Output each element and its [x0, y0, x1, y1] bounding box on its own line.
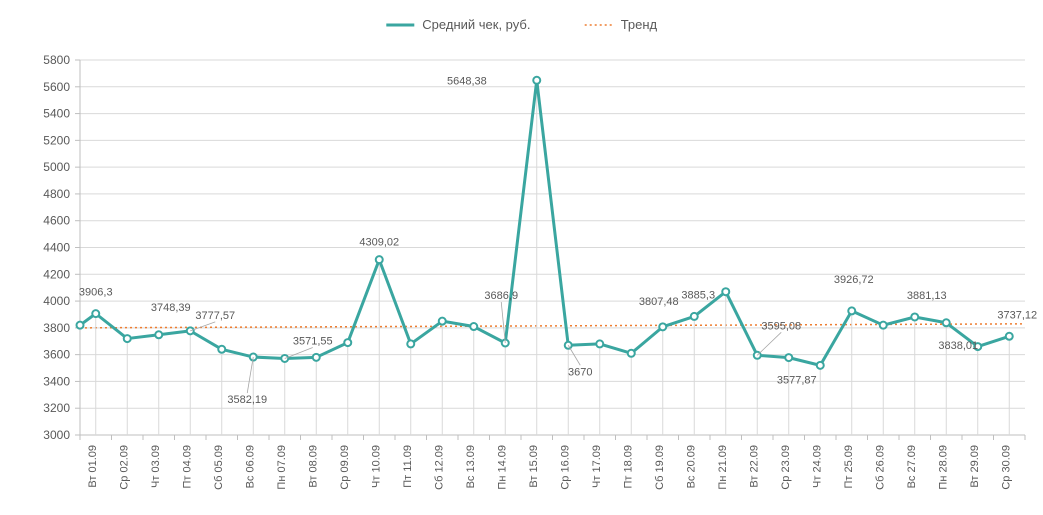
x-tick-label: Ср 23.09 [780, 445, 792, 490]
data-label: 3777,57 [195, 310, 235, 322]
y-tick-label: 5000 [43, 160, 70, 174]
x-tick-label: Сб 12.09 [433, 445, 445, 490]
data-label: 3582,19 [227, 394, 267, 406]
data-label: 3885,3 [681, 289, 715, 301]
y-tick-label: 4200 [43, 267, 70, 281]
x-tick-label: Пт 18.09 [622, 445, 634, 489]
x-tick-label: Пт 25.09 [843, 445, 855, 489]
x-tick-label: Чт 24.09 [811, 445, 823, 488]
data-marker [596, 340, 603, 347]
x-tick-label: Вт 15.09 [528, 445, 540, 488]
x-tick-label: Пт 11.09 [402, 445, 414, 488]
y-tick-label: 5400 [43, 107, 70, 121]
y-tick-label: 3000 [43, 428, 70, 442]
data-label: 3686,9 [484, 290, 518, 302]
data-marker [880, 322, 887, 329]
x-tick-label: Пт 04.09 [181, 445, 193, 489]
average-check-chart: 3000 3200 3400 3600 3800 4000 4200 4400 4600 4800… [0, 0, 1043, 515]
x-tick-label: Сб 26.09 [874, 445, 886, 490]
x-tick-label: Пн 21.09 [717, 445, 729, 490]
x-tick-label: Ср 02.09 [118, 445, 130, 490]
data-marker [691, 313, 698, 320]
y-tick-label: 4000 [43, 294, 70, 308]
x-tick-label: Ср 30.09 [1000, 445, 1012, 490]
data-marker [77, 322, 84, 329]
x-tick-label: Вт 01.09 [87, 445, 99, 488]
x-tick-label: Чт 17.09 [591, 445, 603, 488]
data-marker [218, 346, 225, 353]
data-marker [155, 331, 162, 338]
data-label: 3906,3 [79, 287, 113, 299]
x-tick-label: Чт 03.09 [150, 445, 162, 488]
data-marker [470, 323, 477, 330]
x-tick-label: Вс 20.09 [685, 445, 697, 488]
data-label: 3595,08 [761, 320, 801, 332]
y-tick-label: 4400 [43, 241, 70, 255]
data-marker [817, 362, 824, 369]
x-tick-label: Пн 28.09 [937, 445, 949, 490]
chart-svg: 3000 3200 3400 3600 3800 4000 4200 4400 4600 4800… [0, 0, 1043, 515]
x-tick-label: Вс 13.09 [465, 445, 477, 488]
data-label: 5648,38 [447, 75, 487, 87]
data-label: 3577,87 [777, 375, 817, 387]
x-tick-label: Сб 05.09 [213, 445, 225, 490]
y-tick-label: 3600 [43, 348, 70, 362]
x-tick-label: Вт 29.09 [969, 445, 981, 488]
x-tick-label: Вс 06.09 [244, 445, 256, 488]
legend-label: Средний чек, руб. [422, 17, 530, 32]
x-tick-label: Пн 07.09 [276, 445, 288, 490]
y-tick-label: 5600 [43, 80, 70, 94]
data-marker [344, 339, 351, 346]
data-label: 3881,13 [907, 290, 947, 302]
y-tick-label: 5200 [43, 133, 70, 147]
data-marker [1006, 333, 1013, 340]
data-marker [943, 319, 950, 326]
y-tick-label: 5800 [43, 53, 70, 67]
y-tick-label: 4800 [43, 187, 70, 201]
data-marker [124, 335, 131, 342]
data-marker [376, 256, 383, 263]
x-tick-label: Вт 08.09 [307, 445, 319, 488]
y-tick-label: 3200 [43, 401, 70, 415]
data-marker [92, 310, 99, 317]
data-marker [628, 350, 635, 357]
data-label: 3737,12 [997, 309, 1037, 321]
x-tick-label: Пн 14.09 [496, 445, 508, 490]
data-label: 3926,72 [834, 274, 874, 286]
data-marker [407, 340, 414, 347]
y-tick-label: 4600 [43, 214, 70, 228]
data-label: 3807,48 [639, 296, 679, 308]
legend-label: Тренд [621, 17, 658, 32]
x-tick-label: Ср 09.09 [339, 445, 351, 490]
data-marker [848, 307, 855, 314]
data-marker [439, 318, 446, 325]
data-marker [911, 313, 918, 320]
x-tick-label: Ср 16.09 [559, 445, 571, 490]
y-tick-label: 3800 [43, 321, 70, 335]
data-label: 4309,02 [359, 237, 399, 249]
data-label: 3838,01 [938, 340, 978, 352]
data-label: 3571,55 [293, 335, 333, 347]
x-tick-label: Сб 19.09 [654, 445, 666, 490]
x-tick-label: Чт 10.09 [370, 445, 382, 488]
data-marker [533, 77, 540, 84]
y-tick-label: 3400 [43, 374, 70, 388]
x-tick-label: Вс 27.09 [906, 445, 918, 488]
data-marker [659, 323, 666, 330]
data-label: 3670 [568, 366, 592, 378]
data-label: 3748,39 [151, 302, 191, 314]
data-marker [313, 354, 320, 361]
x-tick-label: Вт 22.09 [748, 445, 760, 488]
data-marker [785, 354, 792, 361]
data-marker [722, 288, 729, 295]
